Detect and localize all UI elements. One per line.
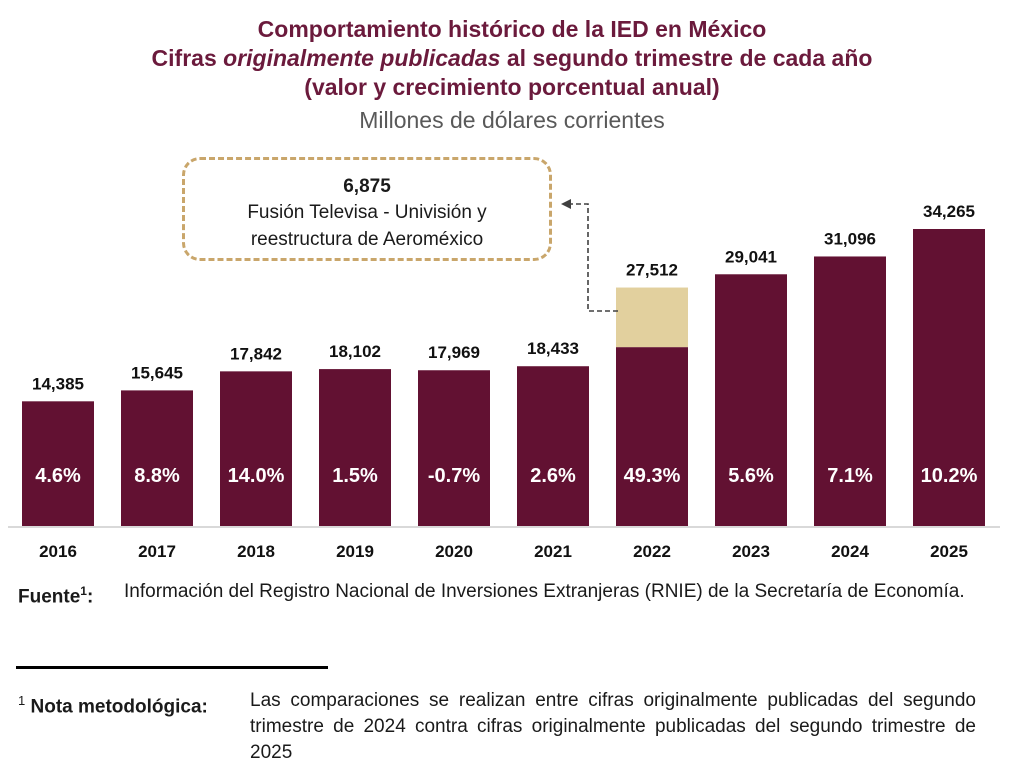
value-label-2019: 18,102 xyxy=(329,342,381,361)
value-label-2018: 17,842 xyxy=(230,344,282,363)
x-tick-label-2017: 2017 xyxy=(138,542,176,561)
value-label-2021: 18,433 xyxy=(527,339,579,358)
x-tick-label-2018: 2018 xyxy=(237,542,275,561)
x-tick-label-2024: 2024 xyxy=(831,542,869,561)
growth-label-2022: 49.3% xyxy=(624,465,681,487)
chart-title: Comportamiento histórico de la IED en Mé… xyxy=(257,16,767,42)
growth-label-2024: 7.1% xyxy=(827,465,873,487)
x-tick-label-2019: 2019 xyxy=(336,542,374,561)
value-label-2025: 34,265 xyxy=(923,202,975,221)
source-text: Información del Registro Nacional de Inv… xyxy=(124,581,965,602)
bar-2016 xyxy=(22,401,94,526)
callout-box: 6,875 Fusión Televisa - Univisión y rees… xyxy=(182,157,552,261)
bar-segment-highlight-2022 xyxy=(616,287,688,348)
growth-label-2021: 2.6% xyxy=(530,465,576,487)
callout-text-line2: reestructura de Aeroméxico xyxy=(250,229,484,250)
chart-subtitle: Millones de dólares corrientes xyxy=(359,107,665,133)
x-tick-label-2022: 2022 xyxy=(633,542,671,561)
growth-label-2019: 1.5% xyxy=(332,465,378,487)
x-tick-label-2021: 2021 xyxy=(534,542,572,561)
growth-label-2025: 10.2% xyxy=(921,465,978,487)
methodology-note: 1 Nota metodológica: Las comparaciones s… xyxy=(18,688,976,766)
growth-label-2018: 14.0% xyxy=(228,465,285,487)
value-label-2020: 17,969 xyxy=(428,343,480,362)
callout-value: 6,875 xyxy=(343,176,391,197)
chart-title-line2: Cifras originalmente publicadas al segun… xyxy=(0,44,1024,73)
note-text: Las comparaciones se realizan entre cifr… xyxy=(250,690,976,763)
chart-title-line3: (valor y crecimiento porcentual anual) xyxy=(304,74,720,100)
bar-2024 xyxy=(814,256,886,526)
bar-2020 xyxy=(418,370,490,526)
bar-2022 xyxy=(616,347,688,526)
x-tick-label-2025: 2025 xyxy=(930,542,968,561)
callout-text-line1: Fusión Televisa - Univisión y xyxy=(247,202,487,223)
source-label: Fuente1: xyxy=(18,584,94,608)
value-label-2024: 31,096 xyxy=(824,229,876,248)
callout-connector-arrow xyxy=(570,203,618,312)
growth-label-2017: 8.8% xyxy=(134,465,180,487)
bar-2021 xyxy=(517,366,589,526)
value-label-2022: 27,512 xyxy=(626,261,678,280)
growth-label-2020: -0.7% xyxy=(428,465,480,487)
value-label-2016: 14,385 xyxy=(32,374,84,393)
x-tick-label-2016: 2016 xyxy=(39,542,77,561)
footnote-divider xyxy=(16,666,328,669)
title-suffix: al segundo trimestre de cada año xyxy=(500,45,873,71)
x-tick-label-2020: 2020 xyxy=(435,542,473,561)
value-label-2023: 29,041 xyxy=(725,247,777,266)
bar-2019 xyxy=(319,369,391,526)
arrowhead-icon xyxy=(561,199,571,209)
value-label-2017: 15,645 xyxy=(131,363,183,382)
growth-label-2023: 5.6% xyxy=(728,465,774,487)
x-tick-label-2023: 2023 xyxy=(732,542,770,561)
bar-2025 xyxy=(913,229,985,526)
bar-2017 xyxy=(121,390,193,526)
bar-2023 xyxy=(715,274,787,526)
title-prefix: Cifras xyxy=(151,45,224,71)
bar-2018 xyxy=(220,371,292,526)
note-label: 1 Nota metodológica: xyxy=(18,693,208,718)
title-italic: originalmente publicadas xyxy=(223,45,501,71)
source-note: Fuente1: Información del Registro Nacion… xyxy=(18,579,1008,607)
growth-label-2016: 4.6% xyxy=(35,465,81,487)
